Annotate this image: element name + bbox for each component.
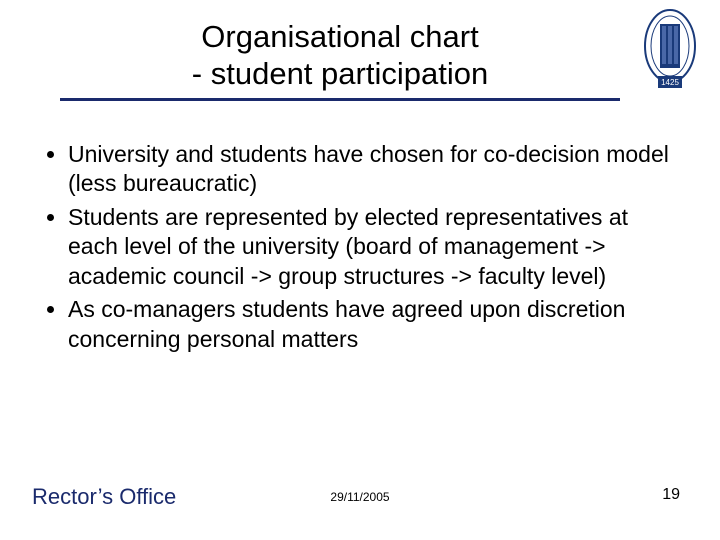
- bullet-item: Students are represented by elected repr…: [68, 203, 680, 291]
- university-seal-icon: 1425: [642, 6, 698, 92]
- slide: Organisational chart - student participa…: [0, 0, 720, 540]
- title-underline: [60, 98, 620, 101]
- content-area: University and students have chosen for …: [40, 140, 680, 358]
- slide-title: Organisational chart - student participa…: [60, 18, 620, 101]
- bullet-item: As co-managers students have agreed upon…: [68, 295, 680, 354]
- footer-date: 29/11/2005: [0, 490, 720, 504]
- title-line-1: Organisational chart: [60, 18, 620, 55]
- title-line-2: - student participation: [60, 55, 620, 92]
- bullet-list: University and students have chosen for …: [40, 140, 680, 354]
- footer-page-number: 19: [662, 486, 680, 504]
- bullet-item: University and students have chosen for …: [68, 140, 680, 199]
- logo-year: 1425: [661, 78, 679, 87]
